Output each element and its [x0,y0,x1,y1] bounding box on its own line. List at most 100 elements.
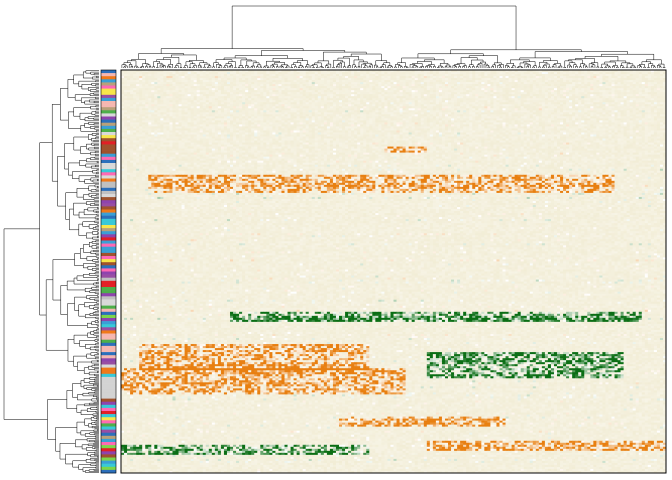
heatmap-cell [448,92,452,95]
heatmap-cell [614,74,618,77]
column-dendrogram-branch [596,66,600,68]
heatmap-cell [490,102,494,105]
heatmap-cell [435,110,440,113]
heatmap-cell [553,94,558,97]
heatmap-cell [448,94,452,97]
heatmap-cell [563,114,567,117]
sidebar-cell [101,163,116,167]
heatmap-cell [635,74,640,77]
heatmap-cell [263,90,267,93]
heatmap-cell [626,70,630,73]
heatmap-cell [133,100,137,103]
column-dendrogram-branch [419,66,422,68]
row-dendrogram-branch [93,101,99,103]
column-dendrogram-branch [460,57,478,64]
heatmap-cell [372,116,376,119]
heatmap-cell [650,92,655,95]
heatmap-cell [653,92,658,95]
heatmap-cell [320,84,325,87]
column-dendrogram-branch [347,65,352,68]
heatmap-cell [475,88,479,91]
heatmap-cell [454,92,458,95]
heatmap-cell [429,102,434,105]
heatmap-cell [181,116,185,119]
heatmap-cell [547,90,552,93]
heatmap-cell [136,96,140,99]
heatmap-cell [242,84,246,87]
heatmap-cell [339,112,343,115]
heatmap-cell [145,92,149,95]
heatmap-cell [560,70,564,73]
heatmap-cell [426,108,431,111]
heatmap-cell [514,72,518,75]
heatmap-cell [208,80,213,83]
heatmap-cell [426,112,431,115]
heatmap-cell [469,90,473,93]
heatmap-cell [451,88,455,91]
column-dendrogram-branch [584,66,588,68]
heatmap-cell [581,110,585,113]
heatmap-cell [411,86,415,89]
row-dendrogram-branch [97,258,99,261]
heatmap-cell [220,82,225,85]
heatmap-cell [550,102,555,105]
heatmap-cell [496,72,500,75]
heatmap-cell [311,88,316,91]
heatmap-cell [390,76,394,79]
column-dendrogram-branch [612,65,615,68]
heatmap-cell [414,76,419,79]
row-dendrogram-branch [73,74,84,85]
heatmap-cell [184,110,188,113]
heatmap-cell [166,76,170,79]
column-dendrogram-branch [588,63,594,68]
heatmap-cell [623,82,627,85]
heatmap-cell [317,84,322,87]
row-dendrogram-branch [80,430,94,436]
heatmap-cell [596,104,600,107]
heatmap-cell [245,108,249,111]
heatmap-cell [584,106,588,109]
heatmap-cell [514,74,518,77]
heatmap-cell [466,94,470,97]
heatmap-cell [444,94,449,97]
heatmap-cell [233,72,237,75]
heatmap-cell [599,100,603,103]
heatmap-cell [593,96,597,99]
column-dendrogram-branch [658,66,662,68]
heatmap-cell [187,74,191,77]
heatmap-cell [426,84,431,87]
heatmap-cell [354,88,358,91]
heatmap-cell [605,76,609,79]
heatmap-cell [466,100,470,103]
heatmap-cell [281,88,285,91]
heatmap-cell [163,78,167,81]
heatmap-cell [236,90,240,93]
heatmap-cell [387,80,391,83]
heatmap-cell [272,114,276,117]
heatmap-cell [408,86,412,89]
heatmap-cell [553,86,558,89]
sidebar-cell [101,451,116,455]
heatmap-cell [390,110,394,113]
heatmap-cell [133,82,137,85]
heatmap-cell [463,100,467,103]
heatmap-cell [517,70,521,73]
heatmap-cell [205,102,210,105]
column-dendrogram-branch [394,66,397,68]
column-dendrogram-branch [199,66,203,68]
heatmap-cell [254,92,258,95]
heatmap-cell [284,96,288,99]
heatmap-cell [354,116,358,119]
heatmap-cell [484,112,488,115]
heatmap-cell [214,96,219,99]
heatmap-cell [438,78,443,81]
row-dendrogram-branch [83,367,90,374]
heatmap-cell [408,98,412,101]
heatmap-cell [223,70,228,73]
heatmap-cell [275,72,279,75]
heatmap-cell [345,116,349,119]
heatmap-cell [329,80,334,83]
heatmap-cell [399,80,403,83]
heatmap-cell [438,86,443,89]
heatmap-cell [357,106,361,109]
